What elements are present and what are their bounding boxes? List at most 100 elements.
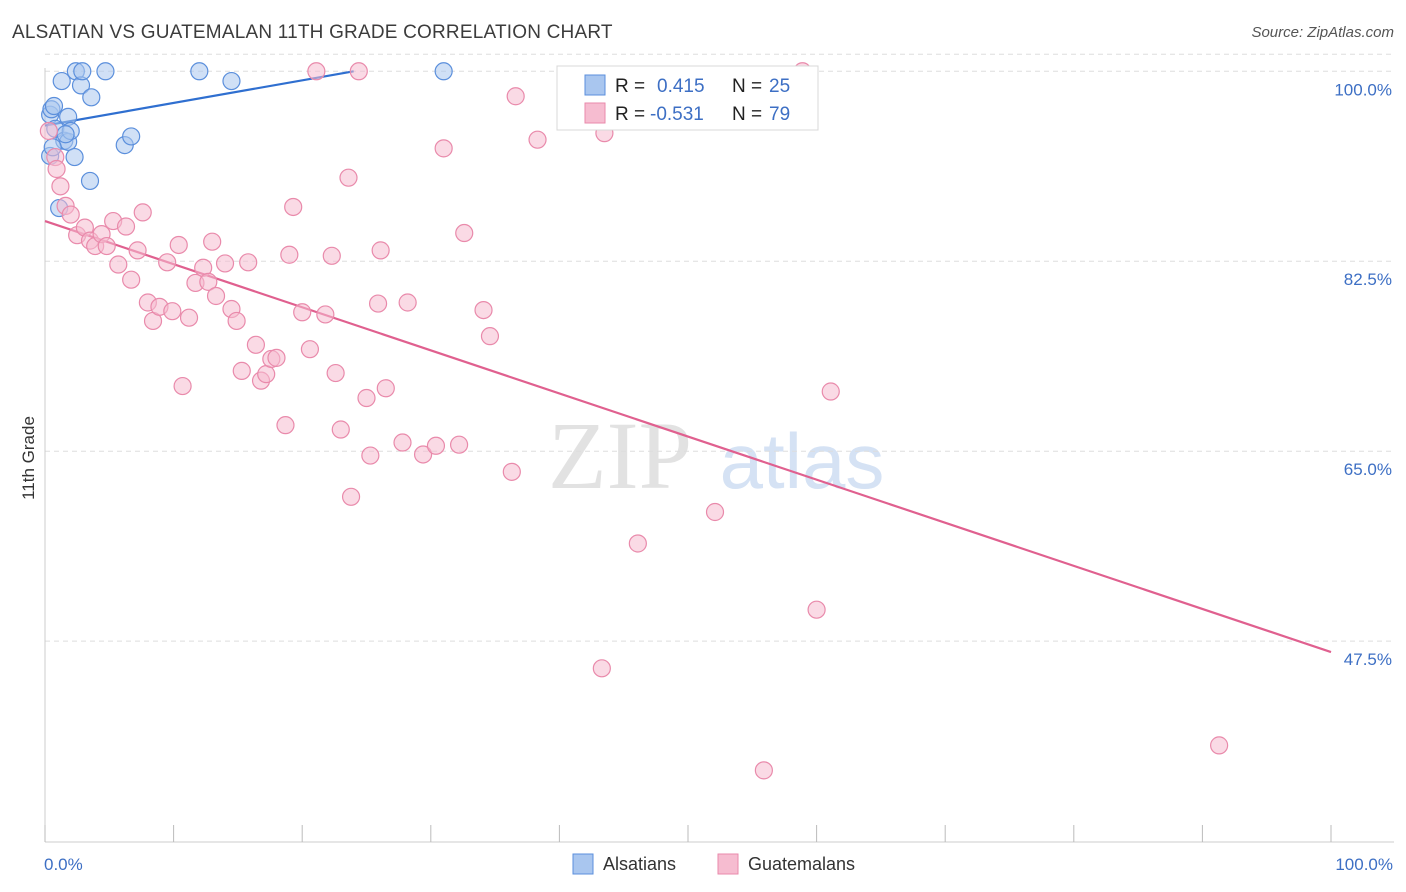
data-point-guatemalans [158, 253, 177, 272]
data-point-guatemalans [116, 217, 136, 236]
legend-swatch-blue [584, 74, 606, 96]
data-point-guatemalans [528, 130, 547, 149]
data-point-guatemalans [227, 311, 246, 331]
data-point-alsatians [73, 62, 92, 81]
data-point-alsatians [82, 88, 101, 107]
data-point-alsatians [56, 125, 75, 144]
data-point-guatemalans [754, 761, 773, 780]
data-point-alsatians [65, 147, 84, 167]
chart-title: ALSATIAN VS GUATEMALAN 11TH GRADE CORREL… [12, 22, 613, 43]
data-point-alsatians [122, 127, 141, 146]
data-point-guatemalans [628, 534, 647, 553]
data-point-guatemalans [267, 348, 286, 367]
data-point-guatemalans [376, 379, 395, 398]
legend-r-label-blue: R = [615, 76, 645, 97]
data-point-guatemalans [199, 272, 218, 291]
data-point-guatemalans [128, 241, 147, 260]
data-point-guatemalans [215, 254, 235, 273]
data-point-guatemalans [232, 361, 251, 380]
legend-n-value-pink: 79 [769, 104, 790, 125]
data-point-guatemalans [592, 659, 611, 678]
data-point-alsatians [222, 71, 241, 91]
data-point-guatemalans [474, 300, 493, 320]
data-point-guatemalans [47, 159, 66, 179]
data-point-guatemalans [173, 376, 192, 396]
data-point-guatemalans [705, 502, 725, 522]
data-point-guatemalans [206, 286, 226, 306]
x-tick-label-max: 100.0% [1335, 855, 1393, 874]
legend-r-value-blue: 0.415 [657, 76, 705, 97]
data-point-guatemalans [393, 433, 412, 452]
data-point-guatemalans [39, 121, 58, 141]
data-point-guatemalans [122, 270, 141, 289]
legend-r-value-pink: -0.531 [650, 104, 704, 125]
source-credit: Source: ZipAtlas.com [1251, 24, 1394, 41]
data-point-alsatians [96, 62, 115, 81]
stats-legend: R = 0.415 N = 25 R = -0.531 N = 79 [556, 65, 819, 131]
legend-n-label-blue: N = [732, 76, 762, 97]
data-point-guatemalans [434, 139, 453, 158]
legend-n-value-blue: 25 [769, 76, 790, 97]
trend-layer [44, 70, 1332, 654]
bottom-legend: Alsatians Guatemalans [572, 853, 855, 875]
data-point-guatemalans [339, 168, 358, 187]
data-point-guatemalans [455, 223, 474, 243]
data-point-alsatians [434, 62, 453, 81]
data-point-guatemalans [371, 241, 390, 260]
data-point-guatemalans [361, 446, 380, 465]
data-point-guatemalans [276, 416, 295, 435]
data-point-guatemalans [316, 305, 335, 324]
data-point-alsatians [44, 96, 64, 116]
data-point-guatemalans [293, 303, 312, 322]
watermark-zip: ZIP [548, 402, 692, 509]
data-point-alsatians [80, 171, 100, 191]
watermark-atlas: atlas [720, 417, 885, 505]
data-point-guatemalans [807, 600, 826, 619]
data-point-guatemalans [133, 203, 152, 222]
data-point-guatemalans [449, 435, 469, 454]
data-point-guatemalans [257, 365, 276, 384]
data-point-guatemalans [398, 293, 417, 312]
y-tick-label: 65.0% [1344, 460, 1392, 479]
y-axis-label: 11th Grade [19, 416, 38, 500]
y-tick-label: 100.0% [1334, 80, 1392, 99]
data-point-guatemalans [169, 235, 188, 255]
trend-line-guatemalans [44, 220, 1332, 654]
data-point-guatemalans [239, 253, 258, 272]
data-point-guatemalans [1210, 736, 1229, 755]
data-point-guatemalans [821, 382, 840, 401]
data-point-alsatians [52, 71, 71, 91]
data-point-guatemalans [502, 462, 521, 481]
data-point-guatemalans [300, 340, 320, 359]
data-point-guatemalans [284, 197, 303, 217]
axis-layer: 47.5% 65.0% 82.5% 100.0% 0.0% 100.0% [44, 68, 1394, 874]
data-point-guatemalans [426, 436, 446, 455]
data-point-guatemalans [246, 335, 266, 354]
data-point-alsatians [190, 62, 209, 81]
data-point-guatemalans [163, 302, 182, 321]
data-point-guatemalans [357, 388, 376, 408]
data-point-guatemalans [506, 87, 525, 106]
data-point-guatemalans [331, 420, 350, 439]
data-point-guatemalans [203, 232, 222, 251]
bottom-legend-label-guatemalans: Guatemalans [748, 854, 855, 874]
data-point-guatemalans [326, 363, 345, 383]
data-point-guatemalans [61, 205, 80, 224]
data-point-guatemalans [322, 246, 341, 265]
data-point-guatemalans [109, 255, 128, 274]
data-point-guatemalans [97, 236, 116, 256]
data-point-guatemalans [51, 177, 70, 196]
y-tick-label: 82.5% [1344, 270, 1392, 289]
data-point-guatemalans [368, 294, 388, 313]
data-point-guatemalans [179, 308, 199, 327]
x-tick-label-min: 0.0% [44, 855, 83, 874]
bottom-legend-label-alsatians: Alsatians [603, 854, 676, 874]
legend-r-label-pink: R = [615, 104, 645, 125]
bottom-legend-swatch-guatemalans [717, 853, 739, 875]
trend-line-alsatians [44, 70, 354, 127]
points-layer [39, 62, 1229, 780]
data-point-guatemalans [280, 245, 299, 264]
data-point-guatemalans [349, 62, 368, 81]
data-point-guatemalans [480, 327, 500, 346]
